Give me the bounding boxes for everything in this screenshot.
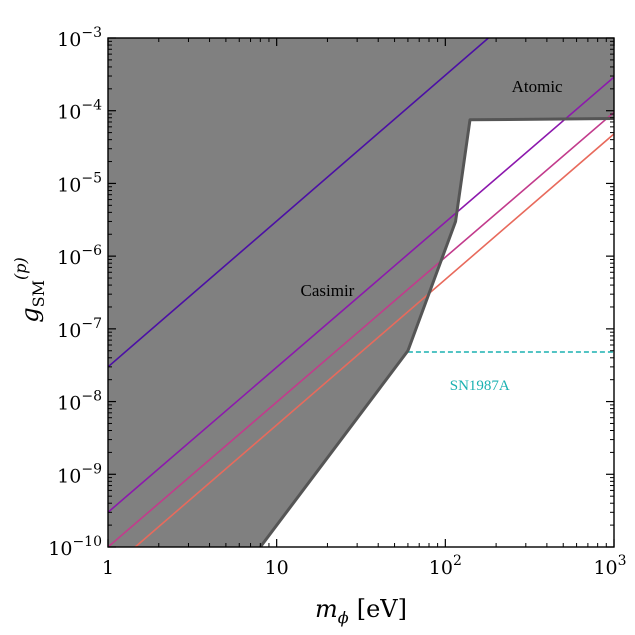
plot-area [108, 38, 614, 547]
y-tick-label-8: 10−3 [57, 25, 102, 51]
series-line-2 [108, 76, 614, 513]
region-label-1: Casimir [301, 281, 355, 300]
x-axis-label: mϕ [eV] [315, 595, 407, 627]
y-tick-label-3: 10−8 [57, 389, 102, 415]
sn1987a-label: SN1987A [450, 378, 510, 394]
y-tick-label-5: 10−6 [57, 243, 102, 269]
y-tick-label-7: 10−4 [57, 98, 102, 124]
series-group [108, 38, 614, 547]
y-tick-label-1: 10−10 [48, 534, 102, 560]
y-tick-label-2: 10−9 [57, 461, 102, 487]
y-axis-label: gSM(p) [11, 257, 48, 322]
region-label-2: Atomic [512, 77, 563, 96]
series-line-1 [108, 38, 489, 368]
plot-frame [107, 37, 615, 548]
x-tick-label-3: 102 [429, 553, 462, 579]
excluded-region [108, 38, 614, 547]
series-line-3 [108, 111, 614, 547]
y-tick-label-6: 10−5 [57, 170, 102, 196]
y-tick-label-4: 10−7 [57, 316, 102, 342]
x-tick-label-2: 10 [265, 557, 289, 579]
excluded-region-boundary [259, 117, 614, 547]
region-labels: Casimir Atomic [301, 77, 564, 300]
axis-ticks: 1 10 102 103 10−10 10−9 10−8 10−7 10−6 10−5 10−4 10… [48, 25, 626, 579]
series-line-4 [134, 133, 614, 547]
x-tick-label-1: 1 [102, 557, 114, 579]
x-tick-label-4: 103 [593, 553, 626, 579]
